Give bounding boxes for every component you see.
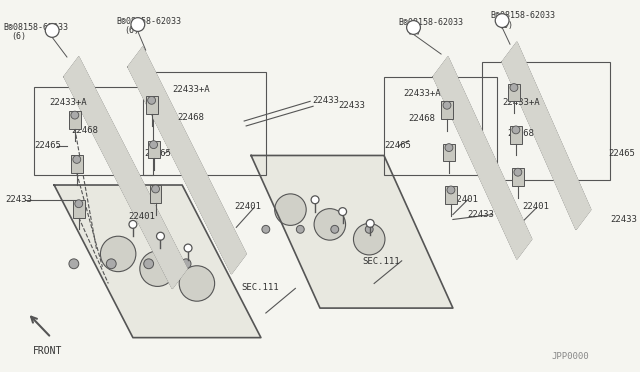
Circle shape	[406, 20, 420, 34]
Text: 22401: 22401	[451, 195, 478, 204]
Circle shape	[262, 225, 270, 233]
Circle shape	[184, 244, 192, 252]
Circle shape	[275, 194, 306, 225]
Circle shape	[314, 209, 346, 240]
Polygon shape	[64, 57, 187, 288]
Circle shape	[339, 208, 347, 215]
Bar	[510, 126, 522, 144]
Circle shape	[106, 259, 116, 269]
Polygon shape	[54, 185, 261, 338]
Bar	[35, 87, 152, 175]
Circle shape	[365, 225, 373, 233]
Circle shape	[179, 266, 214, 301]
Text: 22468: 22468	[71, 126, 98, 135]
Circle shape	[514, 168, 522, 176]
Circle shape	[100, 236, 136, 272]
Circle shape	[181, 259, 191, 269]
Circle shape	[296, 225, 304, 233]
Circle shape	[443, 101, 451, 109]
Circle shape	[157, 232, 164, 240]
Text: 22468: 22468	[507, 129, 534, 138]
Bar	[483, 62, 611, 180]
Text: 22401: 22401	[234, 202, 261, 211]
Circle shape	[148, 96, 156, 104]
Circle shape	[311, 196, 319, 204]
Polygon shape	[502, 42, 591, 229]
Text: 22465: 22465	[609, 148, 636, 158]
Text: 22433: 22433	[5, 195, 32, 204]
Text: B®08158-62033: B®08158-62033	[399, 17, 464, 27]
Polygon shape	[128, 47, 246, 274]
Text: 22468: 22468	[177, 113, 204, 122]
Text: JPP0000: JPP0000	[551, 352, 589, 361]
Bar	[384, 77, 497, 175]
Polygon shape	[251, 155, 453, 308]
Text: (6): (6)	[406, 28, 422, 36]
Circle shape	[69, 259, 79, 269]
Text: 22401: 22401	[128, 212, 155, 221]
Text: 22433+A: 22433+A	[49, 98, 87, 108]
Text: SEC.111: SEC.111	[241, 283, 279, 292]
Bar	[73, 200, 84, 218]
Bar	[508, 84, 520, 101]
Bar	[143, 72, 266, 175]
Circle shape	[140, 251, 175, 286]
Text: (6): (6)	[124, 26, 139, 35]
Text: B: B	[412, 23, 416, 32]
Text: 22433: 22433	[468, 210, 495, 219]
Text: FRONT: FRONT	[33, 346, 62, 356]
Bar	[441, 101, 453, 119]
Circle shape	[366, 219, 374, 227]
Bar	[69, 111, 81, 129]
Circle shape	[495, 14, 509, 28]
Text: 22433: 22433	[312, 96, 339, 105]
Text: 22465: 22465	[384, 141, 411, 150]
Text: 22433: 22433	[339, 101, 365, 110]
Circle shape	[353, 224, 385, 255]
Bar	[445, 186, 457, 204]
Bar	[71, 155, 83, 173]
Text: 22433+A: 22433+A	[502, 98, 540, 108]
Text: B®08158-62033: B®08158-62033	[3, 23, 68, 32]
Bar	[443, 144, 455, 161]
Circle shape	[331, 225, 339, 233]
Bar	[146, 96, 157, 114]
Text: B: B	[136, 20, 140, 29]
Circle shape	[510, 84, 518, 92]
Circle shape	[150, 141, 157, 148]
Bar	[148, 141, 159, 158]
Circle shape	[512, 126, 520, 134]
Text: 22433: 22433	[611, 215, 637, 224]
Circle shape	[75, 200, 83, 208]
Bar	[512, 168, 524, 186]
Text: (6): (6)	[498, 20, 513, 30]
Circle shape	[144, 259, 154, 269]
Bar	[150, 185, 161, 203]
Text: (6): (6)	[11, 32, 26, 41]
Text: 22433+A: 22433+A	[172, 84, 210, 94]
Circle shape	[45, 23, 59, 37]
Text: 22401: 22401	[522, 202, 548, 211]
Text: 22465: 22465	[145, 148, 172, 158]
Text: B: B	[500, 16, 504, 25]
Polygon shape	[433, 57, 532, 259]
Text: SEC.111: SEC.111	[362, 257, 400, 266]
Text: B®08158-62033: B®08158-62033	[490, 11, 556, 20]
Text: B: B	[50, 26, 54, 35]
Circle shape	[131, 17, 145, 31]
Circle shape	[73, 155, 81, 163]
Text: 22465: 22465	[35, 141, 61, 150]
Circle shape	[152, 185, 159, 193]
Circle shape	[447, 186, 455, 194]
Circle shape	[445, 144, 453, 151]
Circle shape	[71, 111, 79, 119]
Text: B®08158-62033: B®08158-62033	[116, 17, 181, 26]
Text: 22468: 22468	[408, 114, 435, 123]
Text: 22433+A: 22433+A	[404, 89, 442, 97]
Circle shape	[129, 221, 137, 228]
